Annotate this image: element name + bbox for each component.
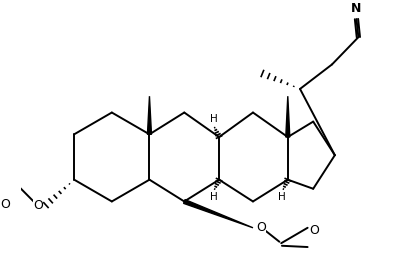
- Text: H: H: [278, 193, 286, 202]
- Text: O: O: [309, 224, 318, 237]
- Polygon shape: [183, 199, 252, 228]
- Text: H: H: [209, 193, 217, 202]
- Text: O: O: [33, 199, 43, 212]
- Text: N: N: [350, 2, 361, 15]
- Polygon shape: [147, 96, 151, 134]
- Text: O: O: [0, 198, 11, 210]
- Text: O: O: [255, 221, 265, 234]
- Polygon shape: [285, 96, 289, 137]
- Text: H: H: [209, 114, 217, 124]
